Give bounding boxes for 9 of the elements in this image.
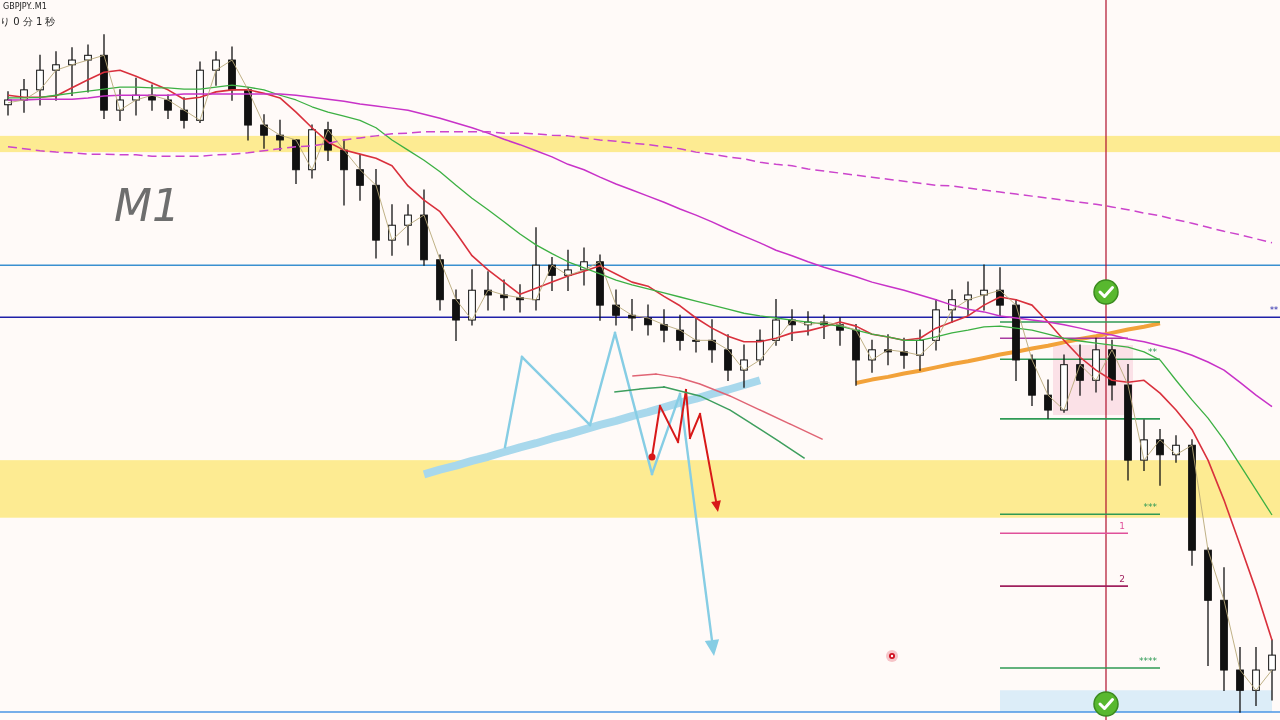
ref-line-label: ** xyxy=(1270,306,1278,316)
series-label: ** xyxy=(1148,347,1158,358)
series-label: *** xyxy=(1143,502,1158,513)
text: り 0 分 1 秒 xyxy=(0,16,56,27)
series-label: 2 xyxy=(1119,574,1125,585)
annotation: M1 xyxy=(114,180,180,231)
series-label: 1 xyxy=(1119,521,1125,532)
chart-title: GBPJPY..M1 xyxy=(3,2,47,11)
series-label: **** xyxy=(1139,655,1158,666)
